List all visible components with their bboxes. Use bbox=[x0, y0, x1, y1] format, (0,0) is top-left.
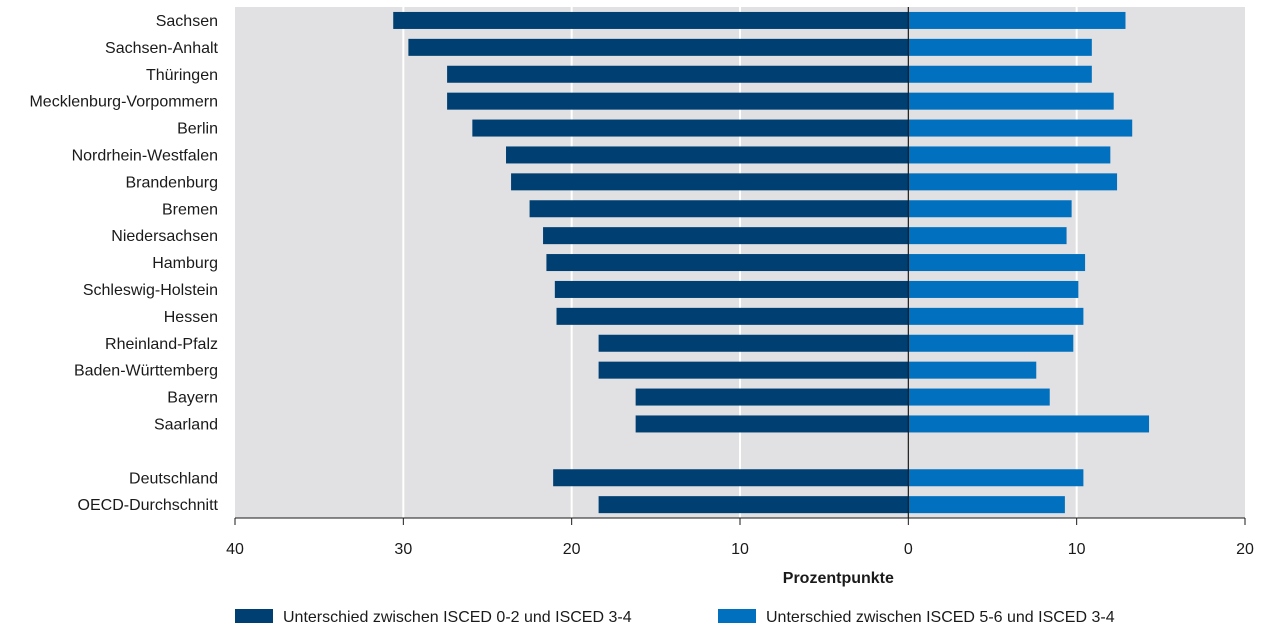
bar-isced-5-6 bbox=[908, 334, 1074, 352]
category-label: Bayern bbox=[167, 390, 218, 407]
x-tick-label: 0 bbox=[904, 541, 913, 558]
bar-isced-0-2 bbox=[553, 469, 909, 487]
bar-isced-5-6 bbox=[908, 173, 1118, 191]
legend-label: Unterschied zwischen ISCED 5-6 und ISCED… bbox=[766, 609, 1115, 626]
category-label: Thüringen bbox=[146, 67, 218, 84]
bar-isced-5-6 bbox=[908, 146, 1111, 164]
bar-isced-0-2 bbox=[447, 92, 909, 110]
bar-isced-0-2 bbox=[598, 496, 909, 514]
bar-isced-0-2 bbox=[598, 361, 909, 379]
bar-isced-5-6 bbox=[908, 200, 1072, 218]
category-label: Mecklenburg-Vorpommern bbox=[29, 94, 218, 111]
x-tick-label: 20 bbox=[563, 541, 581, 558]
bar-isced-5-6 bbox=[908, 119, 1133, 137]
bar-isced-5-6 bbox=[908, 92, 1114, 110]
bar-isced-5-6 bbox=[908, 496, 1065, 514]
bar-isced-0-2 bbox=[598, 334, 909, 352]
bar-isced-0-2 bbox=[546, 254, 909, 272]
bar-isced-0-2 bbox=[635, 415, 909, 433]
category-label: Bremen bbox=[162, 201, 218, 218]
x-tick-label: 10 bbox=[1068, 541, 1086, 558]
x-axis: 40 30 20 10 0 10 20 bbox=[226, 517, 1254, 558]
bar-isced-0-2 bbox=[511, 173, 909, 191]
bar-isced-5-6 bbox=[908, 254, 1086, 272]
bar-isced-0-2 bbox=[556, 307, 909, 325]
category-label: Hessen bbox=[164, 309, 218, 326]
category-label: Brandenburg bbox=[125, 174, 218, 191]
category-label: Niedersachsen bbox=[111, 228, 218, 245]
bar-isced-0-2 bbox=[408, 38, 909, 56]
bar-isced-0-2 bbox=[529, 200, 909, 218]
bar-isced-0-2 bbox=[554, 280, 909, 298]
category-label: Sachsen-Anhalt bbox=[105, 40, 219, 57]
category-labels: Sachsen Sachsen-Anhalt Thüringen Mecklenbur… bbox=[29, 13, 218, 514]
bar-isced-5-6 bbox=[908, 415, 1150, 433]
legend-swatch bbox=[235, 609, 273, 623]
category-label: Deutschland bbox=[129, 470, 218, 487]
bar-isced-5-6 bbox=[908, 361, 1037, 379]
category-label: Berlin bbox=[177, 121, 218, 138]
bar-isced-5-6 bbox=[908, 307, 1084, 325]
category-label: Baden-Württemberg bbox=[74, 363, 218, 380]
bar-isced-0-2 bbox=[393, 11, 909, 29]
category-label: Schleswig-Holstein bbox=[83, 282, 218, 299]
bar-isced-5-6 bbox=[908, 388, 1050, 406]
x-axis-title: Prozentpunkte bbox=[783, 570, 894, 587]
category-label: Sachsen bbox=[156, 13, 218, 30]
bar-isced-0-2 bbox=[447, 65, 909, 83]
x-tick-label: 30 bbox=[394, 541, 412, 558]
x-tick-label: 10 bbox=[731, 541, 749, 558]
legend-swatch bbox=[718, 609, 756, 623]
bar-isced-5-6 bbox=[908, 11, 1126, 29]
legend-label: Unterschied zwischen ISCED 0-2 und ISCED… bbox=[283, 609, 632, 626]
bar-isced-5-6 bbox=[908, 469, 1084, 487]
bar-isced-0-2 bbox=[635, 388, 909, 406]
category-label: Nordrhein-Westfalen bbox=[72, 147, 218, 164]
bar-isced-0-2 bbox=[506, 146, 909, 164]
bar-isced-5-6 bbox=[908, 38, 1092, 56]
bar-isced-5-6 bbox=[908, 65, 1092, 83]
x-tick-label: 20 bbox=[1236, 541, 1254, 558]
bars bbox=[393, 11, 1150, 514]
bar-isced-5-6 bbox=[908, 280, 1079, 298]
x-tick-label: 40 bbox=[226, 541, 244, 558]
bar-isced-5-6 bbox=[908, 227, 1067, 245]
category-label: Rheinland-Pfalz bbox=[105, 336, 218, 353]
bar-isced-0-2 bbox=[472, 119, 909, 137]
legend: Unterschied zwischen ISCED 0-2 und ISCED… bbox=[235, 609, 1115, 626]
bar-isced-0-2 bbox=[543, 227, 909, 245]
category-label: Hamburg bbox=[152, 255, 218, 272]
category-label: OECD-Durchschnitt bbox=[78, 497, 219, 514]
category-label: Saarland bbox=[154, 416, 218, 433]
